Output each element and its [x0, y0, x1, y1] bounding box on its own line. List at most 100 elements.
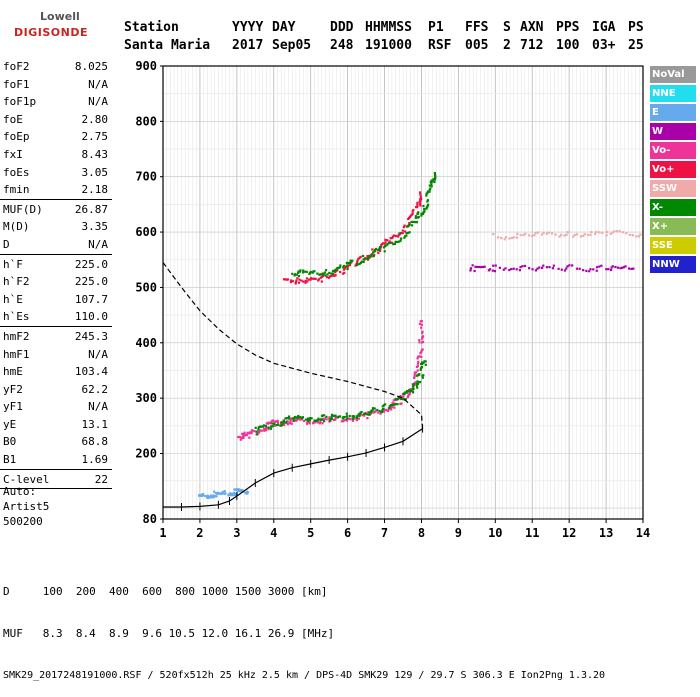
trace-point [618, 230, 621, 233]
trace-point [394, 240, 397, 243]
trace-point [321, 414, 325, 417]
trace-point [418, 373, 421, 376]
trace-point [337, 266, 340, 269]
trace-point [378, 247, 381, 250]
x-tick-label: 8 [418, 526, 425, 540]
trace-point [366, 254, 369, 258]
header-value-yyyy: 2017 [232, 38, 264, 53]
trace-point [519, 233, 522, 237]
trace-point [383, 242, 386, 245]
trace-o-trace-vo- [237, 320, 425, 441]
trace-point [521, 265, 524, 268]
chart-traces [198, 171, 642, 500]
trace-point [426, 190, 430, 193]
chart-border [162, 65, 644, 520]
trace-point [304, 270, 307, 273]
trace-point [394, 397, 397, 401]
trace-point [357, 263, 360, 266]
trace-point [420, 365, 424, 369]
trace-point [305, 270, 308, 273]
y-axis-ticks: 80 200 300 400 500 600 700 800 900 [135, 59, 163, 526]
trace-point [314, 421, 317, 424]
param-label: h`E [3, 292, 23, 306]
param-value: 8.43 [81, 147, 109, 161]
trace-point [420, 214, 423, 217]
header-label-station: Station [124, 20, 179, 35]
trace-point [627, 267, 631, 270]
trace-point [324, 269, 328, 272]
trace-point [405, 234, 408, 237]
trace-point [285, 417, 288, 420]
trace-point [320, 418, 323, 421]
y-tick-label: 80 [143, 512, 157, 526]
trace-point [399, 239, 402, 242]
trace-point [370, 254, 373, 257]
trace-point [407, 390, 410, 393]
trace-point [419, 362, 423, 366]
trace-point [223, 490, 226, 493]
trace-point [414, 221, 417, 224]
trace-point [369, 412, 373, 415]
trace-point [421, 335, 425, 338]
trace-point [294, 280, 298, 284]
trace-point [426, 191, 429, 194]
header-label-p1: P1 [428, 20, 444, 35]
trace-point [512, 267, 515, 270]
param-value: 8.025 [74, 60, 108, 73]
param-label: foF1 [3, 77, 30, 91]
trace-point [389, 237, 392, 240]
param-value: N/A [88, 95, 108, 109]
trace-point [386, 239, 389, 242]
trace-point [379, 412, 382, 415]
trace-point [297, 414, 300, 418]
param-value: 110.0 [74, 310, 108, 324]
trace-point [370, 409, 373, 412]
trace-point [469, 269, 472, 272]
trace-point [231, 494, 234, 497]
trace-point [416, 386, 419, 389]
trace-point [383, 245, 387, 248]
trace-point [333, 274, 336, 277]
trace-point [422, 361, 425, 365]
trace-point [408, 215, 412, 219]
autoscaling-info: Auto: Artist5 500200 [3, 484, 49, 529]
trace-point [424, 360, 427, 363]
trace-point [391, 241, 394, 244]
trace-point [253, 430, 256, 433]
trace-point [357, 417, 360, 420]
trace-point [245, 433, 248, 437]
trace-point [201, 494, 205, 497]
trace-point [426, 205, 429, 208]
trace-point [590, 231, 593, 234]
trace-point [380, 410, 383, 414]
trace-point [236, 490, 240, 493]
trace-point [355, 418, 359, 422]
trace-point [377, 248, 380, 252]
header-value-iga: 03+ [592, 38, 616, 53]
trace-point [207, 495, 211, 498]
param-label: h`Es [3, 310, 30, 324]
trace-point [402, 398, 405, 401]
trace-point [337, 415, 340, 418]
trace-point [412, 208, 415, 212]
trace-point [364, 257, 367, 260]
trace-point [212, 494, 215, 497]
trace-point [393, 403, 396, 406]
trace-point [560, 233, 563, 236]
x-tick-label: 12 [562, 526, 576, 540]
trace-point [430, 181, 433, 184]
trace-point [330, 413, 334, 416]
trace-point [572, 235, 575, 238]
trace-point [601, 231, 604, 234]
trace-point [419, 320, 422, 323]
trace-point [325, 418, 328, 421]
trace-point [281, 423, 284, 426]
trace-point [412, 385, 415, 388]
chart-grid [162, 65, 644, 519]
trace-point [427, 203, 430, 206]
header-value-station: Santa Maria [124, 38, 211, 53]
trace-point [329, 417, 332, 420]
trace-point [242, 435, 245, 438]
header-label-ddd: DDD [330, 20, 354, 35]
trace-point [358, 414, 361, 417]
